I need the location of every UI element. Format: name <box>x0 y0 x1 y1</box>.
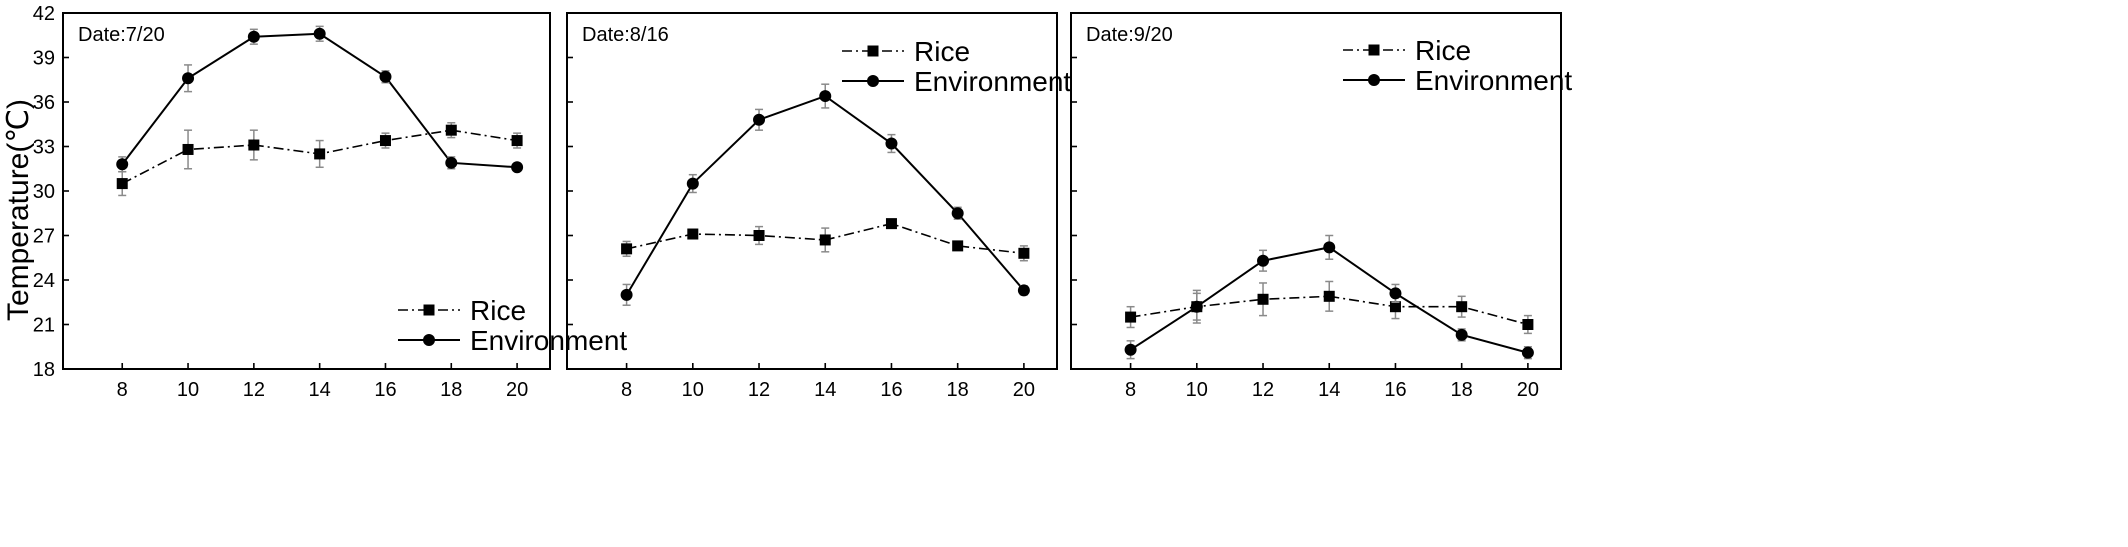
rice-point <box>1018 247 1030 259</box>
x-tick-label: 10 <box>1186 379 1208 401</box>
x-tick-label: 14 <box>814 379 836 401</box>
environment-point <box>313 27 326 40</box>
x-tick-label: 10 <box>177 379 199 401</box>
legend-rice-label: Rice <box>1415 35 1471 66</box>
rice-point <box>1456 301 1468 313</box>
y-axis-label: Temperature(℃) <box>2 99 35 321</box>
legend-environment-marker <box>423 334 435 346</box>
legend-environment-label: Environment <box>914 66 1071 97</box>
rice-point <box>952 240 964 252</box>
y-tick-label: 30 <box>33 181 55 203</box>
legend-rice-label: Rice <box>470 295 526 326</box>
x-tick-label: 12 <box>1252 379 1274 401</box>
x-tick-label: 18 <box>1451 379 1473 401</box>
rice-point <box>1323 290 1335 302</box>
date-label: Date:8/16 <box>582 24 669 46</box>
legend-rice-marker <box>423 304 435 316</box>
environment-point <box>686 177 699 190</box>
x-tick-label: 20 <box>1517 379 1539 401</box>
environment-point <box>819 90 832 103</box>
rice-point <box>1125 311 1137 323</box>
environment-point <box>116 158 129 171</box>
environment-point <box>1389 287 1402 300</box>
environment-point <box>951 207 964 220</box>
environment-point <box>620 288 633 301</box>
legend-environment-label: Environment <box>470 325 627 356</box>
date-label: Date:7/20 <box>78 24 165 46</box>
environment-point <box>379 70 392 83</box>
rice-point <box>445 124 457 136</box>
environment-point <box>182 72 195 85</box>
rice-point <box>621 243 633 255</box>
rice-point <box>687 228 699 240</box>
legend-rice-marker <box>1368 44 1380 56</box>
x-tick-label: 14 <box>1318 379 1340 401</box>
x-tick-label: 18 <box>947 379 969 401</box>
x-tick-label: 14 <box>309 379 331 401</box>
x-tick-label: 16 <box>880 379 902 401</box>
date-label: Date:9/20 <box>1086 24 1173 46</box>
rice-point <box>819 234 831 246</box>
x-tick-label: 20 <box>1013 379 1035 401</box>
x-tick-label: 8 <box>1125 379 1136 401</box>
rice-point <box>182 143 194 155</box>
x-tick-label: 18 <box>440 379 462 401</box>
rice-point <box>248 139 260 151</box>
legend-rice-marker <box>867 45 879 57</box>
environment-point <box>247 30 260 43</box>
environment-point <box>1190 300 1203 313</box>
environment-point <box>511 161 524 174</box>
y-tick-label: 24 <box>33 270 55 292</box>
rice-point <box>379 135 391 147</box>
legend-rice-label: Rice <box>914 36 970 67</box>
y-tick-label: 36 <box>33 92 55 114</box>
environment-point <box>885 137 898 150</box>
chart-panel-1: 18 21 24 27 30 33 36 39 42 8 10 12 14 16 18 20 Date:7/20… <box>33 3 628 401</box>
environment-point <box>1124 343 1137 356</box>
y-tick-label: 27 <box>33 226 55 248</box>
rice-point <box>753 230 765 241</box>
y-tick-label: 18 <box>33 359 55 381</box>
rice-point <box>1522 319 1534 330</box>
rice-point <box>1389 301 1401 313</box>
environment-point <box>1455 328 1468 341</box>
legend-environment-label: Environment <box>1415 65 1572 96</box>
environment-point <box>1521 346 1534 359</box>
x-tick-label: 10 <box>682 379 704 401</box>
environment-point <box>1257 254 1270 267</box>
y-tick-label: 42 <box>33 3 55 25</box>
x-tick-label: 16 <box>1384 379 1406 401</box>
rice-point <box>885 218 897 230</box>
legend-environment-marker <box>1368 74 1380 86</box>
y-tick-label: 39 <box>33 48 55 70</box>
legend-environment-marker <box>867 75 879 87</box>
x-tick-label: 8 <box>117 379 128 401</box>
x-tick-label: 12 <box>748 379 770 401</box>
y-tick-label: 21 <box>33 315 55 337</box>
rice-point <box>1257 293 1269 305</box>
x-tick-label: 20 <box>506 379 528 401</box>
environment-series-line <box>625 94 1025 296</box>
x-tick-label: 8 <box>621 379 632 401</box>
rice-point <box>314 148 326 160</box>
environment-point <box>1323 241 1336 254</box>
environment-point <box>753 113 766 126</box>
y-tick-label: 33 <box>33 137 55 159</box>
rice-point <box>511 135 523 147</box>
x-tick-label: 16 <box>374 379 396 401</box>
environment-point <box>1017 284 1030 297</box>
environment-point <box>445 156 458 169</box>
rice-point <box>116 178 128 190</box>
x-tick-label: 12 <box>243 379 265 401</box>
